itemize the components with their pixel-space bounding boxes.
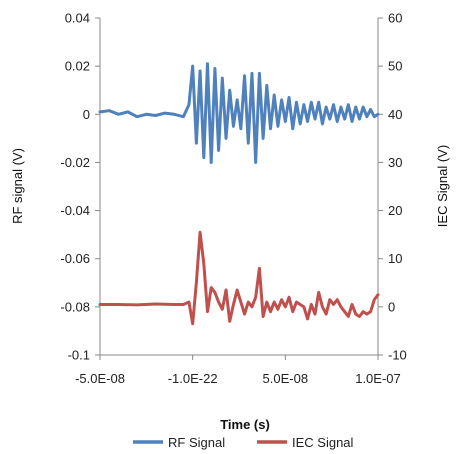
y-tick-label: 0.04 bbox=[65, 11, 90, 26]
y2-axis-title: IEC Signal (V) bbox=[435, 145, 450, 227]
x-tick-label: -1.0E-22 bbox=[168, 371, 218, 386]
y2-tick-label: 40 bbox=[388, 107, 402, 122]
x-ticks: -5.0E-08 -1.0E-22 5.0E-08 1.0E-07 bbox=[75, 355, 401, 386]
y-tick-label: 0.02 bbox=[65, 59, 90, 74]
x-tick-label: -5.0E-08 bbox=[75, 371, 125, 386]
x-tick-label: 1.0E-07 bbox=[355, 371, 401, 386]
y2-tick-label: 50 bbox=[388, 59, 402, 74]
y-axis-title: RF signal (V) bbox=[10, 148, 25, 224]
y2-tick-label: 20 bbox=[388, 203, 402, 218]
rf-signal-line bbox=[98, 62, 380, 164]
y-tick-label: 0 bbox=[83, 107, 90, 122]
legend: RF Signal IEC Signal bbox=[133, 435, 354, 450]
y2-tick-label: 30 bbox=[388, 155, 402, 170]
y-tick-label: -0.08 bbox=[60, 299, 90, 314]
y2-tick-label: 0 bbox=[388, 299, 395, 314]
y-tick-label: -0.06 bbox=[60, 251, 90, 266]
x-axis-title: Time (s) bbox=[220, 417, 270, 432]
iec-signal-line bbox=[98, 230, 380, 326]
y-tick-label: -0.1 bbox=[68, 348, 90, 363]
y2-tick-label: 10 bbox=[388, 251, 402, 266]
y-tick-label: -0.04 bbox=[60, 203, 90, 218]
series-layer bbox=[98, 62, 380, 326]
y2-tick-label: -10 bbox=[388, 348, 407, 363]
y2-tick-label: 60 bbox=[388, 11, 402, 26]
legend-label-iec: IEC Signal bbox=[292, 435, 354, 450]
legend-label-rf: RF Signal bbox=[168, 435, 225, 450]
left-y-ticks: 0.04 0.02 0 -0.02 -0.04 -0.06 -0.08 -0.1 bbox=[60, 11, 100, 363]
x-tick-label: 5.0E-08 bbox=[263, 371, 309, 386]
y-tick-label: -0.02 bbox=[60, 155, 90, 170]
right-y-ticks: 60 50 40 30 20 10 0 -10 bbox=[378, 11, 407, 363]
